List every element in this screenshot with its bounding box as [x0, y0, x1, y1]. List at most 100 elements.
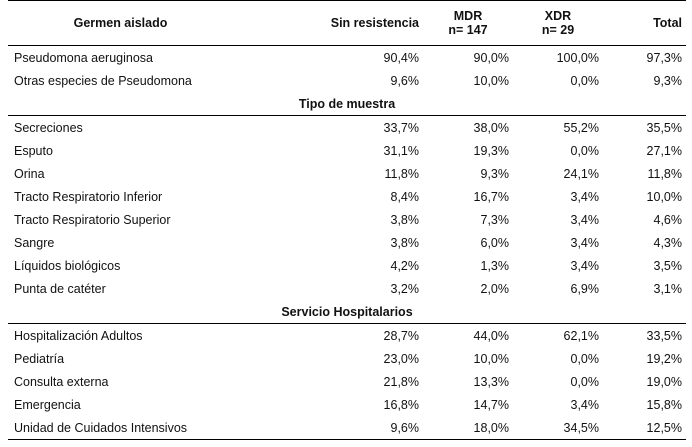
cell-value: 10,0%: [473, 73, 509, 88]
cell-value: 0,0%: [570, 374, 600, 389]
header-total: Total: [603, 0, 686, 46]
table-row: Sangre 3,8% 6,0% 3,4% 4,3%: [8, 231, 686, 254]
row-label: Punta de catéter: [14, 281, 106, 296]
table-row: Consulta externa 21,8% 13,3% 0,0% 19,0%: [8, 370, 686, 393]
cell-value: 34,5%: [513, 416, 603, 440]
cell-value: 12,5%: [603, 416, 686, 440]
cell-value: 3,5%: [653, 258, 683, 273]
header-row: Germen aislado Sin resistencia MDR n= 14…: [8, 0, 686, 46]
table-row: Pseudomona aeruginosa 90,4% 90,0% 100,0% 97,…: [8, 46, 686, 70]
header-xdr-n: n= 29: [541, 23, 575, 37]
cell-value: 33,5%: [646, 328, 682, 343]
row-label: Consulta externa: [14, 374, 109, 389]
cell-value: 23,0%: [383, 351, 419, 366]
cell-value: 6,0%: [480, 235, 510, 250]
cell-value: 3,4%: [570, 258, 600, 273]
cell-value: 8,4%: [390, 189, 420, 204]
cell-value: 0,0%: [570, 143, 600, 158]
cell-value: 3,4%: [570, 189, 600, 204]
cell-value: 2,0%: [480, 281, 510, 296]
cell-value: 10,0%: [473, 351, 509, 366]
cell-value: 33,7%: [383, 120, 419, 135]
cell-value: 19,2%: [646, 351, 682, 366]
cell-value: 13,3%: [473, 374, 509, 389]
cell-value: 0,0%: [570, 351, 600, 366]
table-row: Punta de catéter 3,2% 2,0% 6,9% 3,1%: [8, 277, 686, 300]
table-row: Esputo 31,1% 19,3% 0,0% 27,1%: [8, 139, 686, 162]
cell-value: 3,2%: [390, 281, 420, 296]
cell-value: 62,1%: [563, 328, 599, 343]
cell-value: 14,7%: [473, 397, 509, 412]
cell-value: 90,0%: [473, 50, 509, 65]
resistance-table: Germen aislado Sin resistencia MDR n= 14…: [8, 0, 686, 440]
cell-value: 9,3%: [653, 73, 683, 88]
cell-value: 9,6%: [253, 416, 423, 440]
section-header-row: Servicio Hospitalarios: [8, 300, 686, 324]
row-label: Sangre: [14, 235, 55, 250]
section-title: Servicio Hospitalarios: [8, 300, 686, 324]
header-sin-resistencia: Sin resistencia: [253, 0, 423, 46]
row-label: Pseudomona aeruginosa: [14, 50, 153, 65]
row-label: Tracto Respiratorio Superior: [14, 212, 171, 227]
cell-value: 44,0%: [473, 328, 509, 343]
cell-value: 9,3%: [480, 166, 510, 181]
table-row: Orina 11,8% 9,3% 24,1% 11,8%: [8, 162, 686, 185]
cell-value: 16,7%: [473, 189, 509, 204]
cell-value: 21,8%: [383, 374, 419, 389]
row-label: Pediatría: [14, 351, 65, 366]
cell-value: 3,4%: [570, 235, 600, 250]
cell-value: 90,4%: [383, 50, 419, 65]
row-label: Secreciones: [14, 120, 83, 135]
row-label: Orina: [14, 166, 45, 181]
cell-value: 19,0%: [646, 374, 682, 389]
header-mdr-n: n= 147: [448, 23, 488, 37]
cell-value: 3,4%: [570, 212, 600, 227]
cell-value: 10,0%: [646, 189, 682, 204]
row-label: Emergencia: [14, 397, 81, 412]
row-label: Unidad de Cuidados Intensivos: [8, 416, 253, 440]
cell-value: 4,3%: [653, 235, 683, 250]
header-xdr: XDR n= 29: [513, 0, 603, 46]
header-germen: Germen aislado: [8, 0, 253, 46]
cell-value: 35,5%: [646, 120, 682, 135]
table-row: Tracto Respiratorio Inferior 8,4% 16,7% 3,4…: [8, 185, 686, 208]
cell-value: 3,4%: [570, 397, 600, 412]
row-label: Esputo: [14, 143, 53, 158]
cell-value: 7,3%: [480, 212, 510, 227]
cell-value: 4,6%: [653, 212, 683, 227]
table-row: Emergencia 16,8% 14,7% 3,4% 15,8%: [8, 393, 686, 416]
cell-value: 38,0%: [473, 120, 509, 135]
cell-value: 24,1%: [563, 166, 599, 181]
cell-value: 15,8%: [646, 397, 682, 412]
section-title: Tipo de muestra: [8, 92, 686, 116]
header-mdr-label: MDR: [453, 9, 483, 23]
cell-value: 11,8%: [647, 166, 682, 181]
table-row: Unidad de Cuidados Intensivos 9,6% 18,0% 34…: [8, 416, 686, 440]
table-row: Pediatría 23,0% 10,0% 0,0% 19,2%: [8, 347, 686, 370]
table-header: Germen aislado Sin resistencia MDR n= 14…: [8, 0, 686, 46]
cell-value: 11,8%: [384, 166, 419, 181]
cell-value: 6,9%: [570, 281, 600, 296]
cell-value: 18,0%: [423, 416, 513, 440]
cell-value: 28,7%: [383, 328, 419, 343]
cell-value: 3,8%: [390, 212, 420, 227]
header-mdr: MDR n= 147: [423, 0, 513, 46]
table-body: Pseudomona aeruginosa 90,4% 90,0% 100,0% 97,…: [8, 46, 686, 440]
row-label: Hospitalización Adultos: [14, 328, 143, 343]
cell-value: 16,8%: [383, 397, 419, 412]
table-row: Tracto Respiratorio Superior 3,8% 7,3% 3,4%…: [8, 208, 686, 231]
cell-value: 19,3%: [473, 143, 509, 158]
cell-value: 9,6%: [390, 73, 420, 88]
cell-value: 3,8%: [390, 235, 420, 250]
row-label: Otras especies de Pseudomona: [14, 73, 192, 88]
cell-value: 3,1%: [653, 281, 683, 296]
cell-value: 100,0%: [556, 50, 599, 65]
cell-value: 97,3%: [646, 50, 682, 65]
cell-value: 1,3%: [480, 258, 510, 273]
row-label: Tracto Respiratorio Inferior: [14, 189, 163, 204]
table-row: Secreciones 33,7% 38,0% 55,2% 35,5%: [8, 116, 686, 140]
table-row: Hospitalización Adultos 28,7% 44,0% 62,1% 33…: [8, 324, 686, 348]
cell-value: 31,1%: [383, 143, 419, 158]
row-label: Líquidos biológicos: [14, 258, 121, 273]
table-row: Líquidos biológicos 4,2% 1,3% 3,4% 3,5%: [8, 254, 686, 277]
